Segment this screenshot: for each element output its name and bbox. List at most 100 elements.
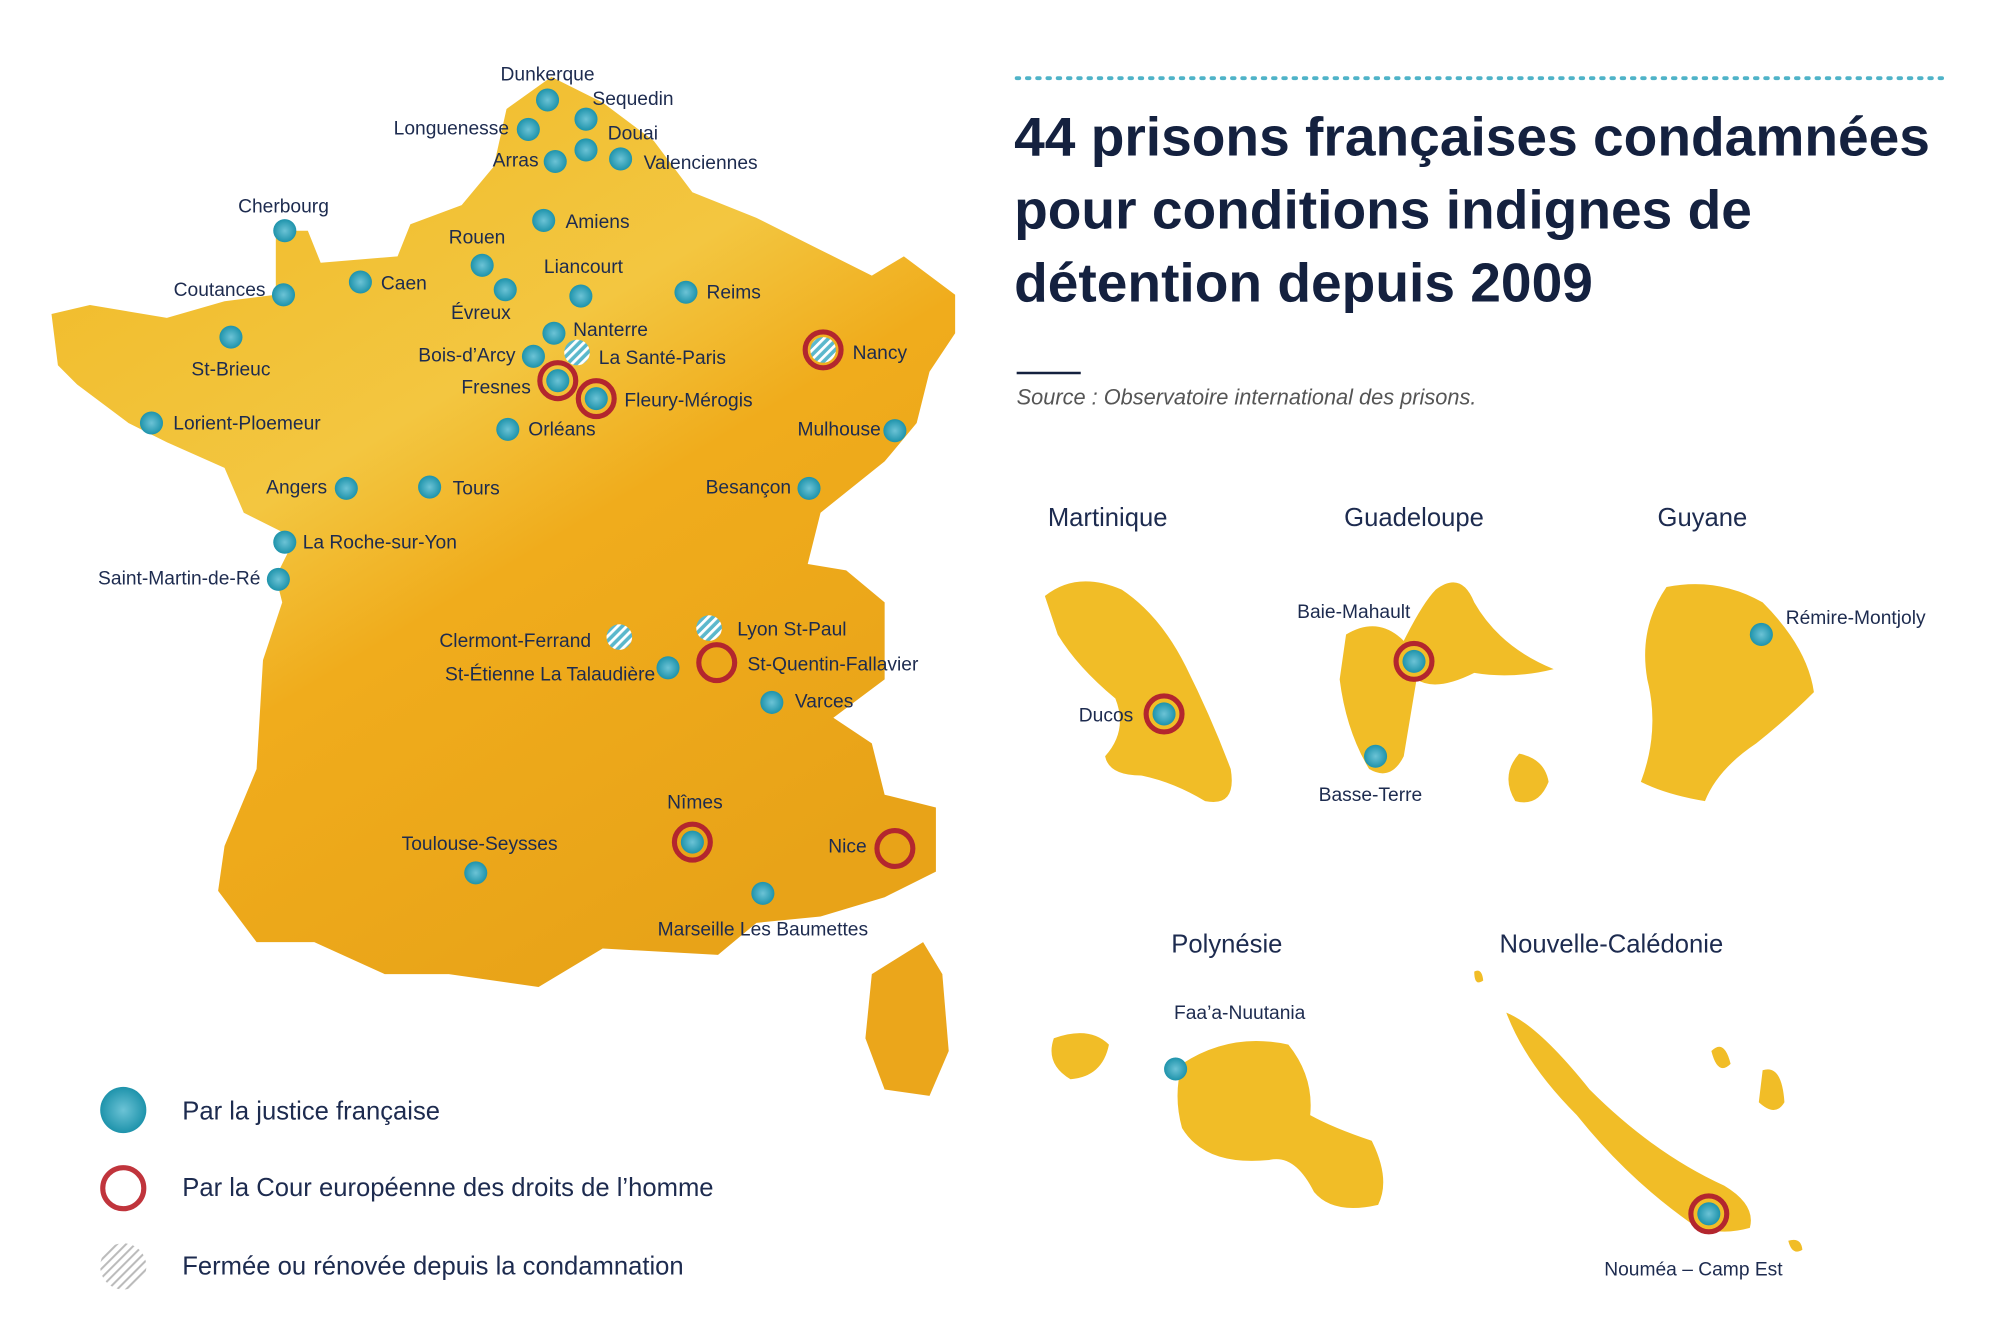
city-label: Liancourt [544,257,624,278]
prison-marker [609,147,633,171]
city-label: Rémire-Montjoly [1786,608,1926,629]
prison-marker [493,278,517,302]
city-label: Nice [828,836,866,857]
city-label: Basse-Terre [1319,785,1423,806]
prison-marker [532,208,556,232]
legend-label: Par la justice française [182,1097,440,1125]
prison-marker-hatched [564,339,590,366]
prison-marker [760,690,784,714]
prison-marker-ring [537,360,579,402]
prison-marker [680,830,704,854]
territory-name: Guadeloupe [1344,504,1484,532]
territory-name: Nouvelle-Calédonie [1500,931,1724,959]
prison-marker [1164,1057,1188,1081]
prison-marker [1152,702,1176,726]
prison-marker [574,107,598,131]
prison-marker-ring [1143,693,1185,735]
source: Source : Observatoire international des … [1017,384,1477,409]
city-label: Tours [453,479,500,500]
city-label: Nancy [853,343,908,364]
prison-marker [797,476,821,500]
city-label: Fleury-Mérogis [624,390,752,411]
city-label: Lorient-Ploemeur [173,413,321,434]
city-label: Nouméa – Camp Est [1604,1259,1783,1280]
prison-marker [546,369,570,393]
city-label: Lyon St-Paul [737,620,846,641]
city-label: Toulouse-Seysses [402,834,558,855]
city-label: La Santé-Paris [599,348,726,369]
prison-marker [219,325,243,349]
prison-marker [543,149,567,174]
prison-marker-ring [575,378,617,420]
martinique-shape [1044,581,1232,803]
city-label: Orléans [528,420,595,441]
prison-marker-ring [874,828,916,870]
prison-marker-ring [1393,640,1435,682]
territory-name: Martinique [1048,504,1168,532]
prison-marker [1749,622,1773,647]
city-label: St-Brieuc [191,360,270,381]
city-label: Valenciennes [644,153,758,174]
prison-marker [542,321,566,345]
city-label: Fresnes [461,377,530,398]
prison-marker [656,656,680,680]
prison-marker [470,253,494,277]
corsica-shape [865,942,949,1096]
prison-marker [1402,649,1426,673]
prison-marker [496,417,520,441]
city-label: Caen [381,274,427,295]
prison-marker [1364,744,1388,768]
prison-marker [1697,1202,1721,1226]
prison-marker [751,881,775,905]
legend-swatch [100,1243,147,1290]
prison-marker-ring [671,821,713,863]
title-line: 44 prisons françaises condamnées [1014,106,1930,168]
city-label: Douai [608,124,658,145]
prison-marker [418,475,442,499]
city-label: La Roche-sur-Yon [303,533,457,554]
prison-marker [536,88,560,112]
city-label: Angers [266,477,327,498]
prison-marker [569,284,593,308]
prison-marker [464,861,488,885]
guadeloupe-shape [1339,582,1554,803]
city-label: Reims [706,283,760,304]
prison-marker [348,270,372,294]
city-label: Nanterre [573,320,648,341]
prison-marker-ring [802,329,844,371]
prison-marker [273,219,297,243]
city-label: Dunkerque [501,65,595,86]
city-label: Besançon [706,477,791,498]
city-label: Sequedin [592,89,673,110]
city-label: Ducos [1079,706,1133,727]
polynesie-shape [1051,1033,1384,1209]
prison-marker-hatched [696,615,722,641]
prison-marker [273,530,297,554]
legend-swatch [100,1086,147,1134]
city-label: Arras [493,151,539,172]
prison-marker-hatched [606,624,633,650]
city-label: Clermont-Ferrand [439,631,591,652]
city-label: Nîmes [667,793,723,814]
title-line: détention depuis 2009 [1014,252,1593,314]
city-label: Saint-Martin-de-Ré [98,568,260,589]
city-label: Marseille Les Baumettes [658,920,868,941]
territory-name: Polynésie [1171,931,1282,959]
title-line: pour conditions indignes de [1014,179,1752,241]
prison-marker [271,283,296,307]
city-label: Amiens [565,212,629,233]
city-label: Baie-Mahault [1297,602,1411,623]
caledonie-shape [1474,970,1803,1252]
city-label: St-Étienne La Talaudière [445,665,655,686]
city-label: St-Quentin-Fallavier [747,654,918,675]
prison-marker [574,138,598,162]
city-label: Varces [795,691,853,712]
legend-swatch [100,1165,147,1212]
legend-label: Fermée ou rénovée depuis la condamnation [182,1252,683,1280]
prison-marker-ring [696,642,738,684]
city-label: Bois-d’Arcy [418,345,516,366]
prison-marker [139,411,164,435]
city-label: Cherbourg [238,197,329,218]
prison-marker [521,344,545,368]
